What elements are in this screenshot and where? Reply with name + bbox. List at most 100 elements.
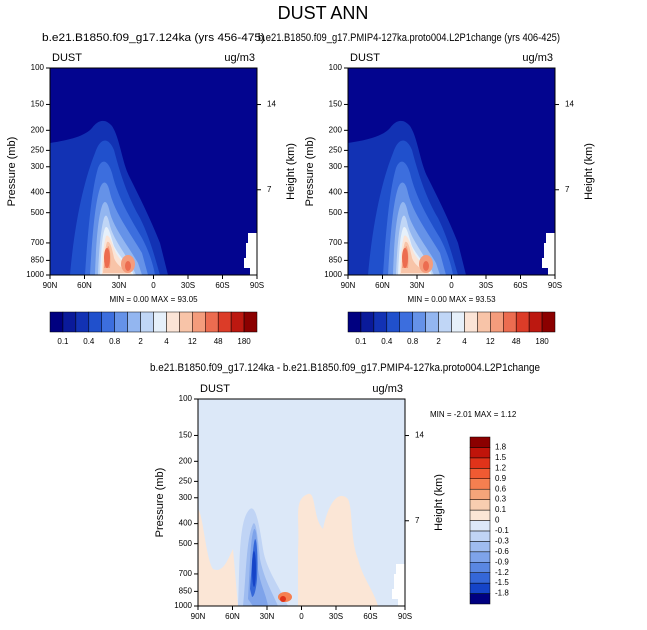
colorbar-box xyxy=(399,311,413,333)
colorbar-label: 12 xyxy=(486,337,495,346)
y-tick-label: 850 xyxy=(329,255,343,264)
colorbar-box xyxy=(469,499,491,511)
x-tick-label: 0 xyxy=(449,281,454,290)
x-tick-label: 60S xyxy=(215,281,229,290)
y-tick-label: 500 xyxy=(329,208,343,217)
colorbar-box xyxy=(528,311,543,333)
colorbar-box xyxy=(179,311,193,333)
y-tick-label: 700 xyxy=(329,238,343,247)
x-tick-label: 0 xyxy=(299,612,304,621)
x-tick-label: 60S xyxy=(363,612,377,621)
colorbar-box xyxy=(127,311,141,333)
colorbar-label: 0.6 xyxy=(495,484,507,493)
colorbar-box xyxy=(49,311,64,333)
y2-tick-label: 14 xyxy=(267,100,276,109)
colorbar-label: 4 xyxy=(164,337,169,346)
colorbar-box xyxy=(451,311,465,333)
colorbar-label: 1.5 xyxy=(495,453,507,462)
field-name: DUST xyxy=(52,52,82,64)
colorbar-box xyxy=(469,593,491,605)
colorbar-box xyxy=(166,311,180,333)
colorbar-label: -0.6 xyxy=(495,547,509,556)
stats: MIN = 0.00 MAX = 93.05 xyxy=(109,295,198,304)
y-tick-label: 400 xyxy=(31,188,45,197)
x-tick-label: 30S xyxy=(479,281,493,290)
x-tick-label: 90N xyxy=(341,281,356,290)
colorbar-label: 0.8 xyxy=(109,337,121,346)
colorbar-label: 0.9 xyxy=(495,474,507,483)
colorbar-box xyxy=(490,311,504,333)
colorbar-box xyxy=(230,311,245,333)
colorbar-label: -1.5 xyxy=(495,578,509,587)
y-tick-label: 400 xyxy=(179,519,193,528)
contour-field xyxy=(50,68,257,275)
colorbar-box xyxy=(469,541,491,553)
stats: MIN = -2.01 MAX = 1.12 xyxy=(430,410,517,419)
y-tick-label: 1000 xyxy=(324,270,342,279)
colorbar-label: -0.1 xyxy=(495,526,509,535)
colorbar-box xyxy=(192,311,206,333)
y2-tick-label: 7 xyxy=(267,185,272,194)
colorbar-box xyxy=(438,311,452,333)
panel-title: b.e21.B1850.f09_g17.PMIP4-127ka.proto004… xyxy=(258,32,560,44)
colorbar-box xyxy=(469,520,491,532)
colorbar-label: 0.1 xyxy=(57,337,69,346)
colorbar-label: 0.3 xyxy=(495,495,507,504)
colorbar-box xyxy=(62,311,77,333)
colorbar-box xyxy=(469,509,491,521)
x-tick-label: 90N xyxy=(191,612,206,621)
colorbar-box xyxy=(469,488,491,500)
colorbar-box xyxy=(217,311,232,333)
colorbar-box xyxy=(469,436,491,448)
colorbar-label: -1.2 xyxy=(495,568,509,577)
figure-title: DUST ANN xyxy=(278,3,369,23)
colorbar-box xyxy=(425,311,439,333)
contour-field xyxy=(198,399,405,606)
y-tick-label: 150 xyxy=(329,100,343,109)
y-axis-label: Pressure (mb) xyxy=(6,137,18,207)
colorbar-box xyxy=(101,311,115,333)
y-axis-label: Pressure (mb) xyxy=(154,468,166,538)
y-tick-label: 100 xyxy=(31,63,45,72)
y-tick-label: 200 xyxy=(31,125,45,134)
x-tick-label: 90S xyxy=(398,612,412,621)
y-tick-label: 250 xyxy=(179,476,193,485)
colorbar-label: 0.1 xyxy=(495,505,507,514)
y-tick-label: 200 xyxy=(329,125,343,134)
field-name: DUST xyxy=(200,383,230,395)
y-tick-label: 250 xyxy=(31,145,45,154)
y-tick-label: 250 xyxy=(329,145,343,154)
y-tick-label: 1000 xyxy=(26,270,44,279)
y2-tick-label: 14 xyxy=(565,100,574,109)
colorbar-box xyxy=(347,311,362,333)
units: ug/m3 xyxy=(372,383,403,395)
x-tick-label: 60N xyxy=(225,612,240,621)
x-tick-label: 30S xyxy=(329,612,343,621)
panel-title: b.e21.B1850.f09_g17.124ka - b.e21.B1850.… xyxy=(150,362,540,374)
stats: MIN = 0.00 MAX = 93.53 xyxy=(407,295,496,304)
x-tick-label: 60N xyxy=(77,281,92,290)
colorbar-box xyxy=(75,311,90,333)
colorbar-box xyxy=(373,311,388,333)
y2-axis-label: Height (km) xyxy=(285,143,297,200)
y2-tick-label: 14 xyxy=(415,431,424,440)
y2-tick-label: 7 xyxy=(565,185,570,194)
x-tick-label: 30N xyxy=(410,281,425,290)
y-tick-label: 100 xyxy=(179,394,193,403)
colorbar-box xyxy=(469,530,491,542)
y-tick-label: 100 xyxy=(329,63,343,72)
colorbar-label: -0.9 xyxy=(495,557,509,566)
y-tick-label: 300 xyxy=(179,493,193,502)
colorbar-label: 2 xyxy=(436,337,441,346)
colorbar-box xyxy=(469,478,491,490)
colorbar-box xyxy=(243,311,258,333)
units: ug/m3 xyxy=(224,52,255,64)
colorbar-label: 1.2 xyxy=(495,463,507,472)
y-axis-label: Pressure (mb) xyxy=(304,137,316,207)
colorbar-label: 0 xyxy=(495,516,500,525)
colorbar-box xyxy=(153,311,167,333)
colorbar-box xyxy=(477,311,491,333)
y-tick-label: 1000 xyxy=(174,601,192,610)
colorbar-label: 180 xyxy=(535,337,549,346)
